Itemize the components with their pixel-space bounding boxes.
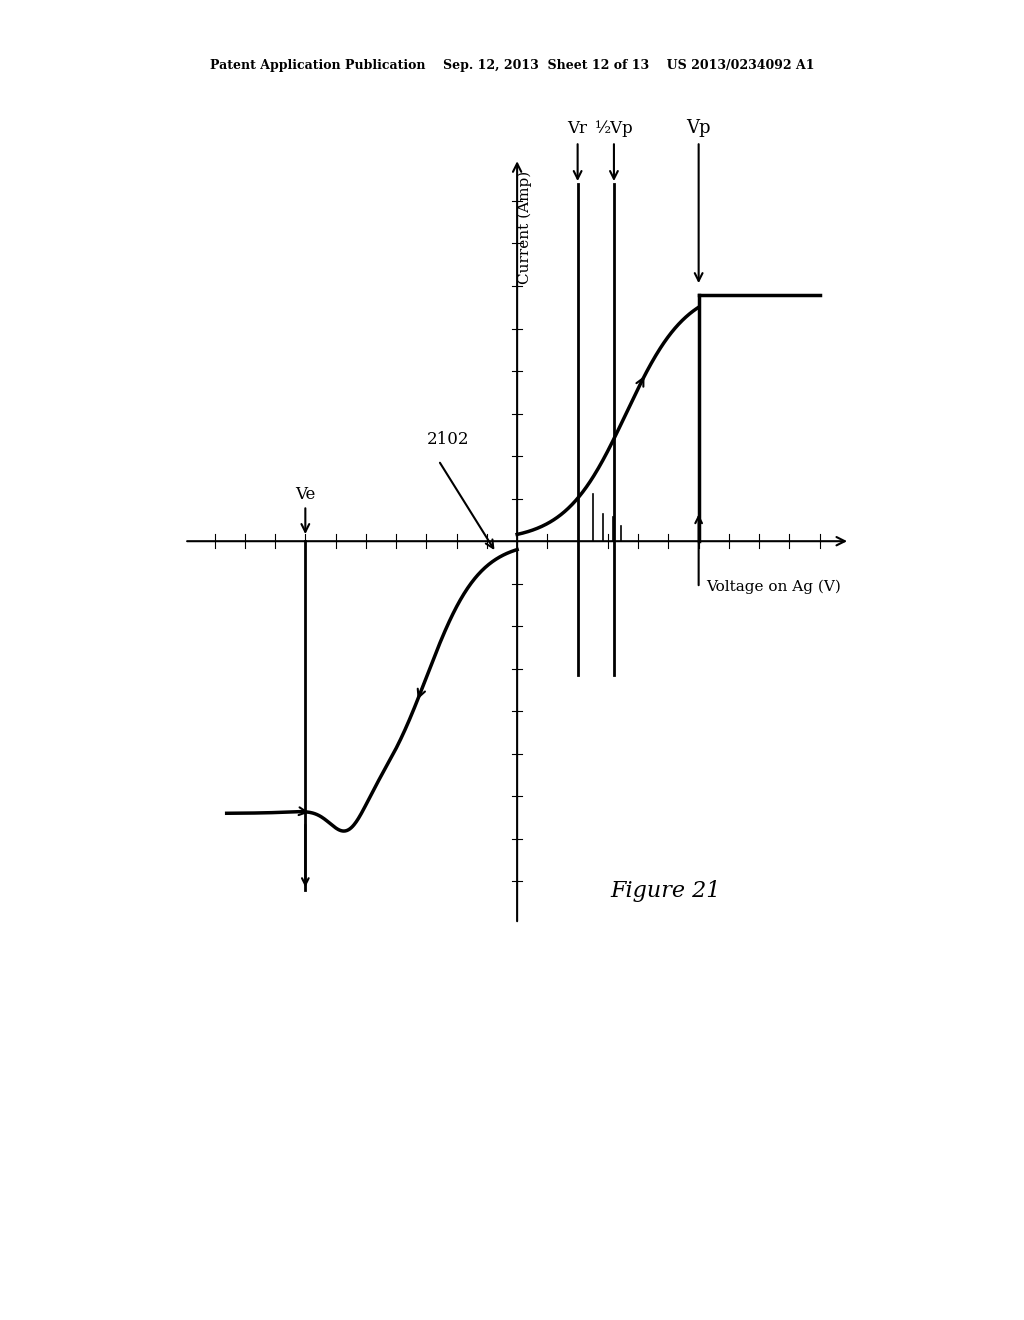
Text: ½Vp: ½Vp: [595, 120, 633, 137]
Text: Vp: Vp: [686, 119, 711, 137]
Text: Current (Amp): Current (Amp): [518, 172, 532, 284]
Text: Vr: Vr: [567, 120, 588, 137]
Text: Ve: Ve: [295, 486, 315, 503]
Text: Figure 21: Figure 21: [610, 880, 721, 902]
Text: Patent Application Publication    Sep. 12, 2013  Sheet 12 of 13    US 2013/02340: Patent Application Publication Sep. 12, …: [210, 59, 814, 73]
Text: 2102: 2102: [426, 430, 469, 447]
Text: Voltage on Ag (V): Voltage on Ag (V): [706, 579, 841, 594]
